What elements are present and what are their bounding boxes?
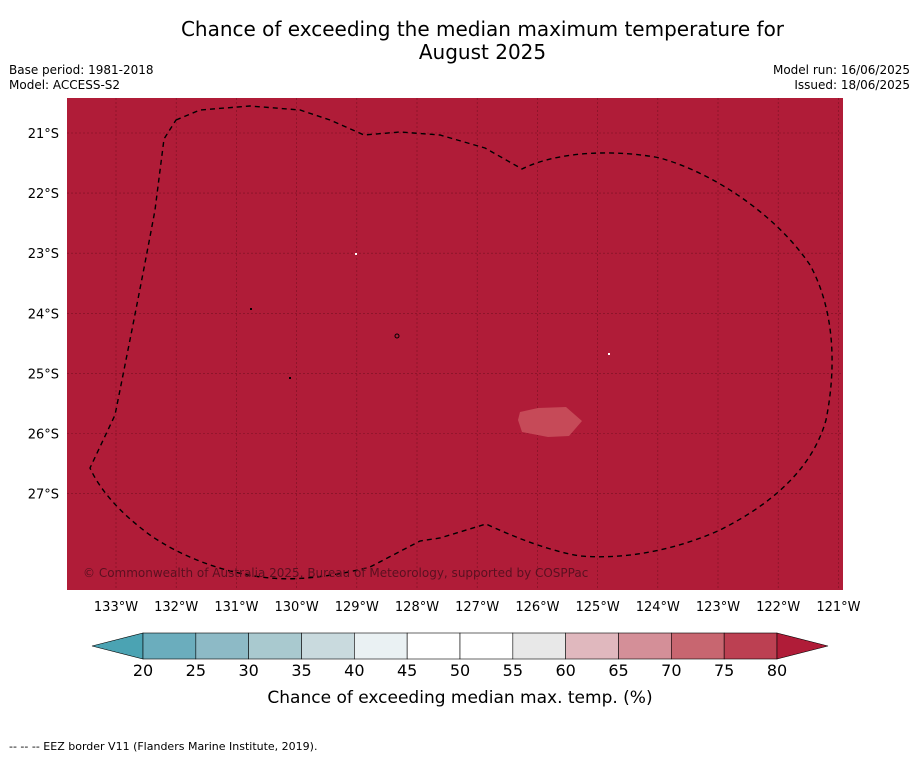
colorbar-segment	[671, 632, 725, 660]
colorbar-tick-label: 80	[767, 661, 787, 680]
colorbar-tick-label: 55	[503, 661, 523, 680]
latitude-label: 26°S	[28, 428, 59, 443]
longitude-label: 131°W	[214, 600, 258, 615]
model-name: Model: ACCESS-S2	[9, 78, 121, 92]
colorbar-label: Chance of exceeding median max. temp. (%…	[267, 688, 652, 708]
graticule	[67, 98, 843, 590]
colorbar-under-arrow	[91, 632, 144, 660]
colorbar-tick-label: 35	[291, 661, 311, 680]
lower-probability-patch	[518, 407, 582, 437]
colorbar-tick-label: 30	[238, 661, 258, 680]
title-line-1: Chance of exceeding the median maximum t…	[180, 17, 785, 41]
meta-left: Base period: 1981-2018 Model: ACCESS-S2	[9, 63, 154, 93]
eez-border	[89, 105, 833, 580]
longitude-label: 122°W	[756, 600, 800, 615]
issued-date: Issued: 18/06/2025	[794, 78, 910, 92]
meta-right: Model run: 16/06/2025 Issued: 18/06/2025	[773, 63, 910, 93]
map-background	[67, 98, 843, 590]
latitude-label: 27°S	[28, 488, 59, 503]
longitude-label: 124°W	[636, 600, 680, 615]
longitude-labels: 133°W 132°W 131°W 130°W 129°W 128°W 127°W 126°W…	[94, 600, 861, 615]
colorbar-tick-label: 65	[608, 661, 628, 680]
longitude-label: 132°W	[154, 600, 198, 615]
latitude-label: 21°S	[28, 127, 59, 142]
island-marker	[608, 353, 610, 355]
colorbar-tick-label: 45	[397, 661, 417, 680]
colorbar-segment	[723, 632, 778, 660]
title-line-2: August 2025	[418, 40, 547, 64]
colorbar-segment	[354, 632, 408, 660]
colorbar-over-arrow	[776, 632, 829, 660]
colorbar-segment	[565, 632, 619, 660]
colorbar-tick-label: 70	[661, 661, 681, 680]
longitude-label: 121°W	[816, 600, 860, 615]
colorbar-segment	[459, 632, 514, 660]
latitude-label: 22°S	[28, 187, 59, 202]
chart-title: Chance of exceeding the median maximum t…	[0, 18, 919, 64]
map-panel: © Commonwealth of Australia 2025, Bureau…	[67, 98, 843, 590]
longitude-label: 127°W	[455, 600, 499, 615]
latitude-label: 23°S	[28, 247, 59, 262]
latitude-label: 25°S	[28, 367, 59, 382]
colorbar-tick-label: 50	[450, 661, 470, 680]
latitude-label: 24°S	[28, 307, 59, 322]
longitude-label: 126°W	[515, 600, 559, 615]
island-marker	[250, 308, 252, 310]
colorbar-tick-label: 60	[555, 661, 575, 680]
longitude-label: 128°W	[395, 600, 439, 615]
longitude-label: 129°W	[335, 600, 379, 615]
base-period: Base period: 1981-2018	[9, 63, 154, 77]
colorbar-tick-label: 75	[714, 661, 734, 680]
colorbar-segment	[142, 632, 197, 660]
colorbar-segment	[195, 632, 249, 660]
colorbar-segment	[512, 632, 566, 660]
colorbar-tick-label: 25	[186, 661, 206, 680]
colorbar-segment	[618, 632, 672, 660]
colorbar-segments	[142, 632, 778, 660]
colorbar-ticks: 20 25 30 35 40 45 50 55 60 65 70 75 80	[133, 661, 787, 680]
longitude-label: 130°W	[275, 600, 319, 615]
copyright-text: © Commonwealth of Australia 2025, Bureau…	[83, 566, 588, 580]
island-marker	[289, 377, 291, 379]
latitude-labels: 21°S 22°S 23°S 24°S 25°S 26°S 27°S	[28, 127, 59, 503]
longitude-label: 125°W	[576, 600, 620, 615]
colorbar: 20 25 30 35 40 45 50 55 60 65 70 75 80 Chance of exc…	[91, 632, 829, 708]
colorbar-segment	[301, 632, 355, 660]
colorbar-segment	[248, 632, 302, 660]
longitude-label: 123°W	[696, 600, 740, 615]
model-run: Model run: 16/06/2025	[772, 63, 910, 77]
footer-note: -- -- -- EEZ border V11 (Flanders Marine…	[9, 740, 318, 753]
colorbar-segment	[406, 632, 461, 660]
longitude-label: 133°W	[94, 600, 138, 615]
colorbar-tick-label: 40	[344, 661, 364, 680]
island-marker	[355, 253, 357, 255]
colorbar-tick-label: 20	[133, 661, 153, 680]
island-marker	[394, 333, 400, 339]
